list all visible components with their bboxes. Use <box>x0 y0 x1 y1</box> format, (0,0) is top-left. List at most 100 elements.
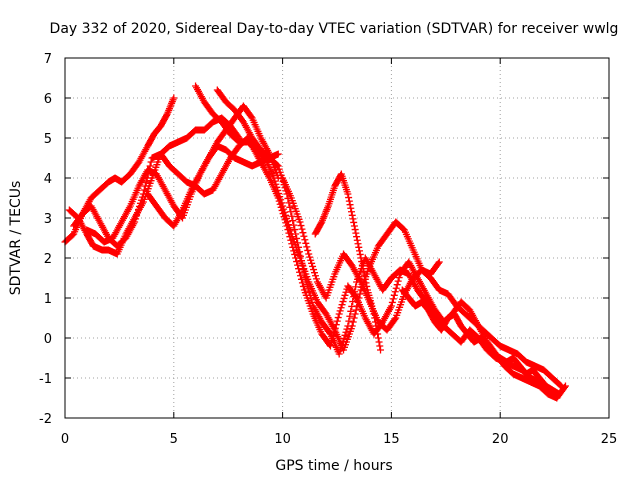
series-track-11 <box>398 286 563 398</box>
data-point <box>305 288 313 296</box>
data-point <box>341 291 349 299</box>
data-point <box>307 256 315 264</box>
y-tick-label: 4 <box>44 172 52 187</box>
data-point <box>561 383 569 391</box>
data-point <box>277 203 285 211</box>
data-point <box>363 282 371 290</box>
data-point <box>356 290 364 298</box>
data-point <box>361 275 369 283</box>
x-tick-label: 20 <box>492 432 509 447</box>
data-point <box>338 301 346 309</box>
data-point <box>296 252 304 260</box>
data-point <box>297 257 305 265</box>
data-point <box>326 329 334 337</box>
data-point <box>336 307 344 315</box>
data-point <box>278 206 286 214</box>
data-point <box>274 194 282 202</box>
data-point <box>135 202 143 210</box>
data-point <box>133 212 141 220</box>
data-point <box>298 279 306 287</box>
data-point <box>141 182 149 190</box>
data-point <box>345 317 353 325</box>
data-point <box>350 314 358 322</box>
data-point <box>289 243 297 251</box>
data-point <box>286 233 294 241</box>
data-point <box>286 203 294 211</box>
data-point <box>274 162 282 170</box>
data-point <box>352 229 360 237</box>
data-point <box>374 334 382 342</box>
x-tick-label: 25 <box>601 432 618 447</box>
data-point <box>136 199 144 207</box>
data-point <box>337 304 345 312</box>
data-point <box>140 186 148 194</box>
data-point <box>355 247 363 255</box>
x-tick-label: 15 <box>383 432 400 447</box>
data-points <box>61 82 569 402</box>
x-tick-label: 5 <box>170 432 178 447</box>
data-point <box>353 236 361 244</box>
data-point <box>355 243 363 251</box>
data-point <box>275 197 283 205</box>
data-point <box>302 277 310 285</box>
data-point <box>306 253 314 261</box>
data-point <box>330 328 338 336</box>
data-point <box>335 310 343 318</box>
data-point <box>340 294 348 302</box>
data-point <box>303 281 311 289</box>
data-point <box>296 268 304 276</box>
series-track-9 <box>279 174 443 334</box>
data-point <box>271 177 279 185</box>
y-tick-label: -2 <box>39 412 52 427</box>
series-track-10 <box>311 170 385 354</box>
data-point <box>297 275 305 283</box>
data-point <box>359 265 367 273</box>
data-point <box>371 314 379 322</box>
data-point <box>350 218 358 226</box>
series-track-4 <box>83 102 282 246</box>
data-point <box>273 161 281 169</box>
data-point <box>134 209 142 217</box>
data-point <box>293 234 301 242</box>
data-point <box>358 261 366 269</box>
y-tick-label: -1 <box>39 372 52 387</box>
data-point <box>247 113 255 121</box>
data-point <box>361 272 369 280</box>
data-point <box>387 302 395 310</box>
data-point <box>289 217 297 225</box>
x-tick-label: 10 <box>274 432 291 447</box>
data-point <box>375 338 383 346</box>
data-point <box>556 381 564 389</box>
data-point <box>295 265 303 273</box>
data-point <box>311 272 319 280</box>
data-point <box>349 318 357 326</box>
data-point <box>326 342 334 350</box>
data-point <box>308 259 316 267</box>
y-tick-label: 6 <box>44 92 52 107</box>
data-point <box>434 259 442 267</box>
data-point <box>372 322 380 330</box>
data-point <box>310 266 318 274</box>
data-point <box>284 226 292 234</box>
y-tick-label: 7 <box>44 52 52 67</box>
y-tick-label: 0 <box>44 332 52 347</box>
data-point <box>296 248 304 256</box>
data-point <box>293 258 301 266</box>
y-tick-label: 1 <box>44 292 52 307</box>
data-point <box>305 250 313 258</box>
data-point <box>290 247 298 255</box>
data-point <box>147 158 155 166</box>
data-point <box>300 270 308 278</box>
data-point <box>346 201 354 209</box>
data-point <box>332 321 340 329</box>
data-point <box>287 236 295 244</box>
data-point <box>356 250 364 258</box>
data-point <box>376 342 384 350</box>
data-point <box>435 258 443 266</box>
data-point <box>394 277 402 285</box>
data-point <box>301 236 309 244</box>
data-point <box>374 330 382 338</box>
data-point <box>373 326 381 334</box>
data-point <box>342 288 350 296</box>
data-point <box>298 225 306 233</box>
